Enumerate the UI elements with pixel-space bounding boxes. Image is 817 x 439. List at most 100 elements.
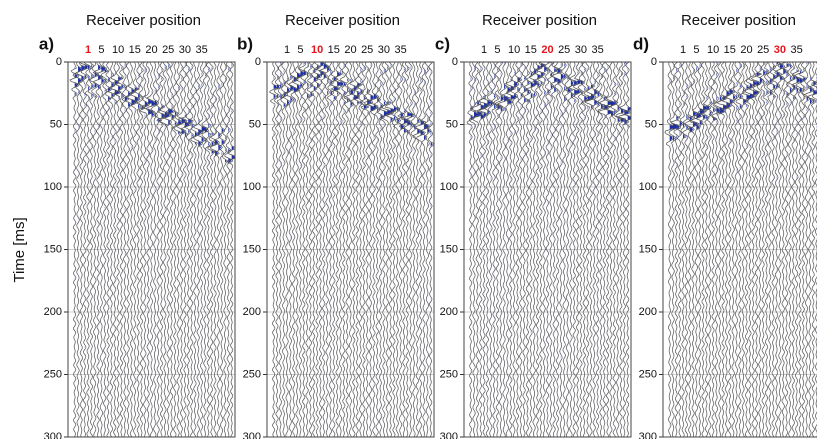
trace <box>697 62 709 437</box>
y-tick-label: 0 <box>255 56 261 68</box>
trace <box>329 62 341 437</box>
trace <box>156 62 168 437</box>
trace <box>87 62 95 437</box>
trace <box>410 62 417 437</box>
trace-fill <box>716 62 720 437</box>
trace <box>531 62 543 437</box>
panel-title: Receiver position <box>285 12 400 29</box>
trace <box>505 62 516 437</box>
trace <box>121 62 129 437</box>
trace <box>584 62 597 437</box>
trace <box>423 62 432 437</box>
x-tick-label: 5 <box>693 44 699 56</box>
y-tick-label: 200 <box>44 306 62 318</box>
trace <box>129 62 141 437</box>
y-tick-label: 250 <box>44 368 62 380</box>
y-axis-label: Time [ms] <box>11 217 28 282</box>
panel-label: c) <box>435 34 450 53</box>
trace <box>770 62 782 437</box>
y-tick-label: 150 <box>44 243 62 255</box>
trace <box>291 62 303 437</box>
trace <box>774 62 786 437</box>
trace <box>268 62 279 437</box>
trace <box>326 62 334 437</box>
trace <box>165 62 176 437</box>
trace <box>218 62 226 437</box>
plot-frame <box>662 61 817 438</box>
trace-fill <box>723 62 729 437</box>
trace-fill <box>504 62 509 437</box>
trace <box>737 62 750 437</box>
trace <box>288 62 301 437</box>
trace <box>794 62 805 437</box>
trace <box>524 62 536 437</box>
trace <box>351 62 364 437</box>
trace <box>690 62 703 437</box>
trace-fill <box>500 62 504 437</box>
trace <box>500 62 514 437</box>
x-tick-label: 15 <box>328 44 340 56</box>
trace <box>588 62 600 437</box>
trace <box>714 62 727 437</box>
x-tick-label: 20 <box>145 44 157 56</box>
trace <box>419 62 431 437</box>
trace <box>538 62 549 437</box>
trace <box>89 62 99 437</box>
trace <box>494 62 506 437</box>
trace <box>96 62 107 437</box>
x-tick-label: 5 <box>494 44 500 56</box>
trace <box>613 62 622 437</box>
x-tick-label: 30 <box>575 44 587 56</box>
traces <box>664 62 817 437</box>
x-tick-label: 25 <box>361 44 373 56</box>
trace <box>109 62 122 437</box>
trace-fill <box>806 62 809 437</box>
trace <box>706 62 713 437</box>
trace <box>715 62 731 437</box>
trace <box>145 62 158 437</box>
trace <box>400 62 415 437</box>
trace <box>482 62 494 437</box>
y-tick-label: 200 <box>440 306 458 318</box>
trace <box>283 62 296 437</box>
trace <box>474 62 488 437</box>
trace <box>617 62 631 437</box>
trace <box>196 62 209 437</box>
trace <box>359 62 370 437</box>
plot-frame <box>463 61 632 438</box>
panel-title: Receiver position <box>86 12 201 29</box>
trace <box>597 62 606 437</box>
y-tick-label: 0 <box>452 56 458 68</box>
x-tick-label: 35 <box>394 44 406 56</box>
y-tick-label: 200 <box>639 306 657 318</box>
trace <box>487 62 495 437</box>
trace <box>342 62 351 437</box>
trace <box>676 62 685 437</box>
trace <box>76 62 88 437</box>
trace <box>555 62 566 437</box>
trace <box>227 62 235 437</box>
plot-frame <box>67 61 236 438</box>
trace <box>393 62 402 437</box>
y-tick-label: 300 <box>243 431 261 439</box>
trace <box>213 62 223 437</box>
trace <box>389 62 400 437</box>
trace <box>521 62 528 437</box>
trace <box>768 62 778 437</box>
trace <box>298 62 308 437</box>
trace-fill <box>587 62 593 437</box>
trace <box>477 62 492 437</box>
trace <box>414 62 427 437</box>
trace <box>190 62 199 437</box>
y-tick-label: 250 <box>639 368 657 380</box>
trace <box>224 62 234 437</box>
trace <box>528 62 540 437</box>
trace-fill <box>809 62 813 437</box>
trace <box>69 62 81 437</box>
y-tick-label: 150 <box>440 243 458 255</box>
y-tick-label: 200 <box>243 306 261 318</box>
trace <box>138 62 146 437</box>
trace <box>330 62 343 437</box>
